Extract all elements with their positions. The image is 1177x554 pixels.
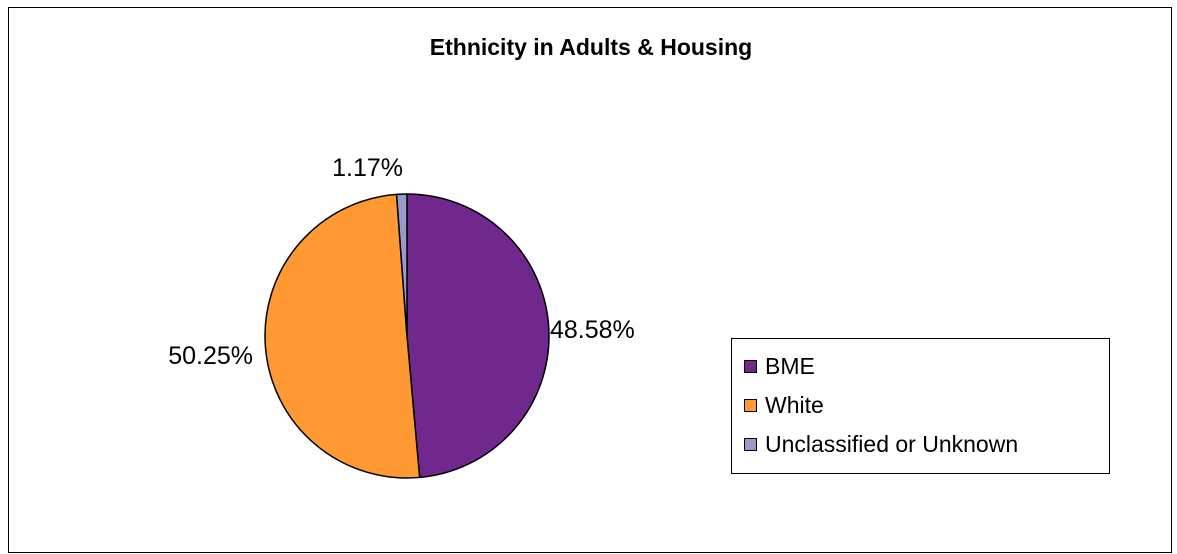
legend-item-unclassified: Unclassified or Unknown (744, 425, 1109, 464)
pie-chart: 48.58% 50.25% 1.17% (168, 154, 635, 479)
legend-swatch-bme (744, 360, 757, 373)
legend-label-bme: BME (765, 353, 815, 379)
legend-item-white: White (744, 386, 1109, 425)
legend-swatch-white (744, 399, 757, 412)
legend-item-bme: BME (744, 347, 1109, 386)
legend-swatch-unclassified (744, 438, 757, 451)
chart-title: Ethnicity in Adults & Housing (429, 34, 753, 60)
pie-slice-unclassified (395, 193, 408, 337)
pie-slice-bme (406, 193, 550, 479)
legend-label-unclassified: Unclassified or Unknown (765, 431, 1019, 457)
chart-frame: Ethnicity in Adults & Housing 48.58% 50.2… (8, 7, 1172, 553)
legend-label-white: White (765, 392, 824, 418)
pie-slice-white (264, 193, 421, 479)
legend: BME White Unclassified or Unknown (731, 338, 1110, 474)
data-label-unclassified: 1.17% (332, 154, 403, 182)
data-label-white: 50.25% (168, 342, 253, 370)
data-label-bme: 48.58% (550, 316, 635, 344)
